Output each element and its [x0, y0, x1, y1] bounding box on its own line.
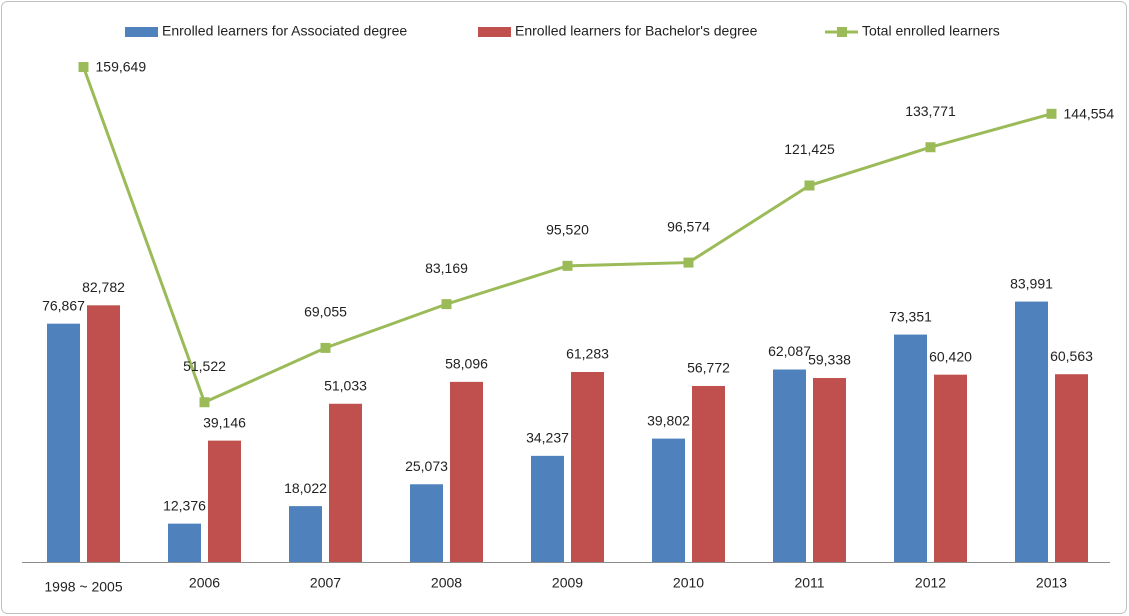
line-marker — [925, 142, 936, 153]
bar — [1015, 301, 1048, 562]
line-value-label: 96,574 — [667, 218, 710, 234]
bar — [329, 403, 362, 562]
line-value-label: 95,520 — [546, 222, 589, 238]
line-value-label: 121,425 — [784, 141, 835, 157]
bar — [773, 369, 806, 562]
bar — [289, 506, 322, 562]
bar-value-label: 76,867 — [42, 297, 85, 313]
line-value-label: 159,649 — [96, 59, 147, 75]
bar — [813, 378, 846, 562]
legend-label: Enrolled learners for Associated degree — [162, 23, 407, 39]
legend-swatch — [125, 27, 158, 37]
bar-value-label: 82,782 — [82, 279, 125, 295]
bar — [47, 323, 80, 562]
bar-value-label: 18,022 — [284, 480, 327, 496]
line-value-label: 144,554 — [1064, 106, 1115, 122]
bar — [531, 455, 564, 562]
x-tick-label: 2010 — [673, 575, 704, 591]
line-marker — [683, 257, 694, 268]
x-tick-label: 2008 — [431, 575, 462, 591]
bar-value-label: 58,096 — [445, 356, 488, 372]
legend-label: Enrolled learners for Bachelor's degree — [515, 23, 758, 39]
legend-label: Total enrolled learners — [862, 23, 1000, 39]
bar — [934, 374, 967, 562]
bar — [450, 381, 483, 562]
legend-swatch — [478, 27, 511, 37]
bar — [692, 385, 725, 562]
x-tick-label: 2009 — [552, 575, 583, 591]
x-tick-label: 2006 — [189, 575, 220, 591]
bar-value-label: 39,802 — [647, 412, 690, 428]
line-value-label: 133,771 — [905, 103, 956, 119]
bar-value-label: 56,772 — [687, 360, 730, 376]
bar-value-label: 60,420 — [929, 348, 972, 364]
line-value-label: 83,169 — [425, 260, 468, 276]
bar-value-label: 12,376 — [163, 497, 206, 513]
bar-value-label: 34,237 — [526, 430, 569, 446]
line-marker — [804, 180, 815, 191]
bar — [571, 371, 604, 562]
bar — [652, 438, 685, 562]
bar — [1055, 374, 1088, 562]
x-tick-label: 2011 — [794, 575, 824, 591]
legend-marker — [837, 27, 847, 37]
bar-value-label: 83,991 — [1010, 275, 1053, 291]
line-marker — [320, 342, 331, 353]
line-marker — [199, 397, 210, 408]
bar-value-label: 60,563 — [1050, 348, 1093, 364]
bar-value-label: 62,087 — [768, 343, 811, 359]
x-tick-label: 2007 — [310, 575, 341, 591]
bar — [87, 305, 120, 562]
line-value-label: 69,055 — [304, 304, 347, 320]
x-tick-label: 2012 — [915, 575, 946, 591]
bar-value-label: 61,283 — [566, 346, 609, 362]
x-tick-label: 2013 — [1036, 575, 1067, 591]
bar-value-label: 59,338 — [808, 352, 851, 368]
bar-value-label: 39,146 — [203, 414, 246, 430]
x-tick-label: 1998 ~ 2005 — [44, 579, 122, 595]
line-marker — [78, 62, 89, 72]
bar — [168, 523, 201, 562]
line-marker — [1046, 108, 1057, 119]
bar-value-label: 51,033 — [324, 377, 367, 393]
bar — [208, 440, 241, 562]
line-value-label: 51,522 — [183, 358, 226, 374]
bar — [894, 334, 927, 562]
bar-value-label: 73,351 — [889, 308, 932, 324]
line-marker — [562, 260, 573, 271]
bar — [410, 484, 443, 562]
line-marker — [441, 299, 452, 310]
bar-value-label: 25,073 — [405, 458, 448, 474]
